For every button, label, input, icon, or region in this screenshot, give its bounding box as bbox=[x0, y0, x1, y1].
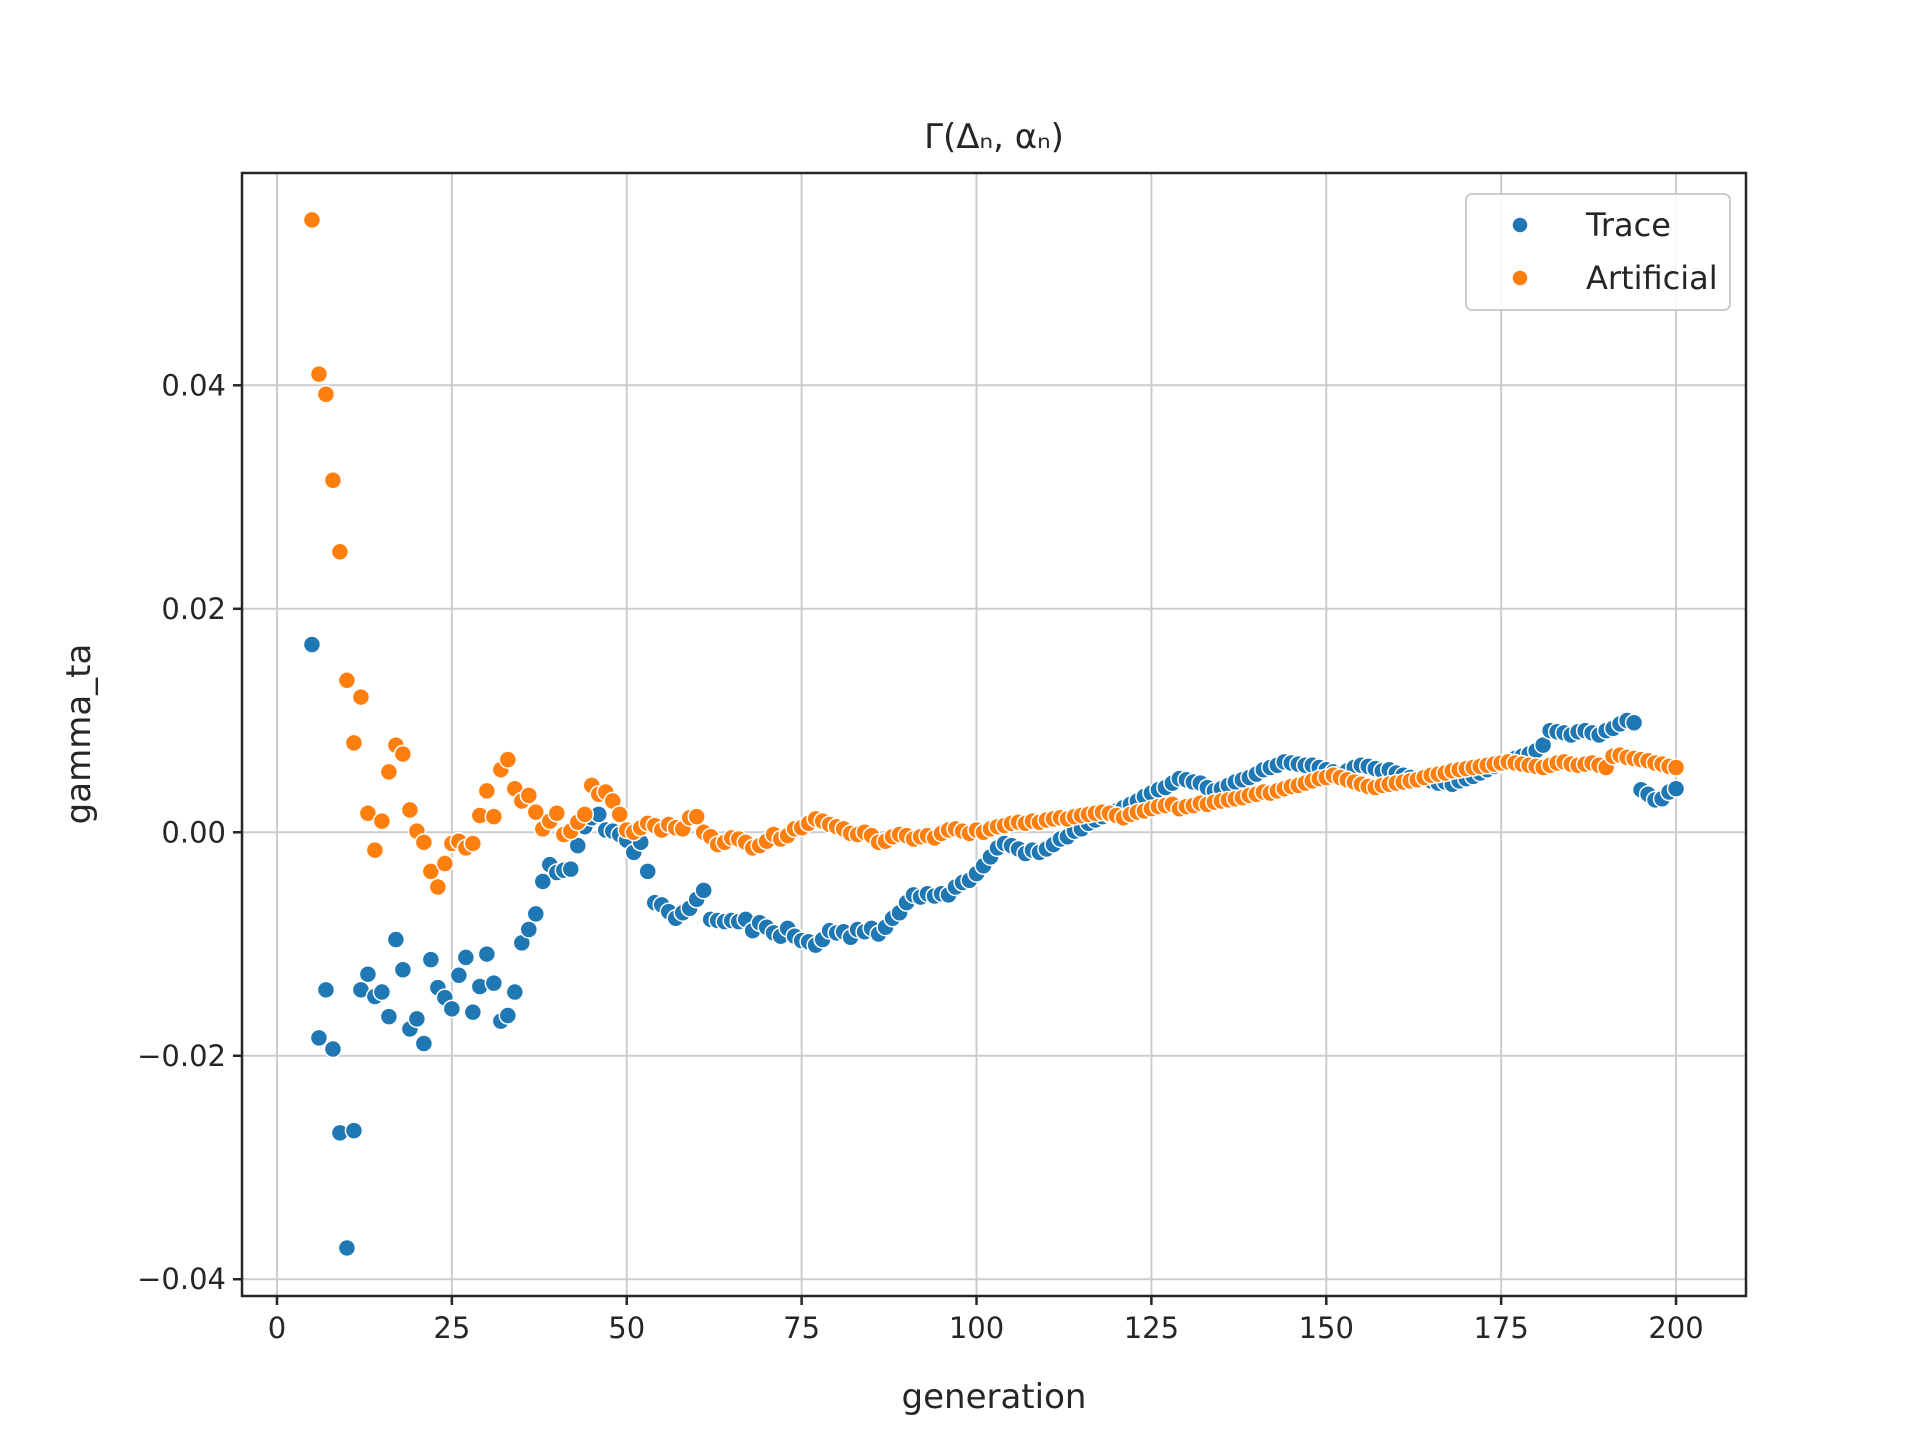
point-artificial bbox=[358, 804, 378, 823]
y-tick-label: −0.04 bbox=[137, 1262, 226, 1296]
point-trace bbox=[638, 862, 657, 881]
point-trace bbox=[302, 635, 322, 654]
point-trace bbox=[393, 960, 413, 979]
y-tick-label: 0.00 bbox=[161, 815, 226, 849]
x-tick-label: 0 bbox=[268, 1311, 286, 1345]
point-trace bbox=[456, 948, 476, 967]
point-artificial bbox=[316, 385, 336, 404]
x-tick-label: 25 bbox=[433, 1311, 470, 1345]
grid-lines bbox=[242, 173, 1746, 1296]
legend: Trace Artificial bbox=[1465, 193, 1731, 311]
chart-title: Γ(Δₙ, αₙ) bbox=[924, 117, 1064, 157]
legend-box bbox=[1465, 193, 1731, 311]
axis-ticks: 0 25 50 75 100 125 150 175 200 −0.04 −0.02 0.00 0.02… bbox=[137, 368, 1704, 1345]
x-tick-label: 175 bbox=[1473, 1311, 1528, 1345]
point-trace bbox=[694, 881, 713, 900]
point-artificial bbox=[365, 840, 385, 860]
point-artificial bbox=[400, 800, 420, 820]
point-artificial bbox=[302, 210, 322, 230]
point-trace bbox=[386, 930, 406, 949]
point-artificial bbox=[1666, 758, 1686, 777]
point-trace bbox=[316, 980, 336, 1000]
point-trace bbox=[372, 982, 392, 1002]
point-trace bbox=[414, 1034, 434, 1053]
point-trace bbox=[323, 1039, 343, 1059]
point-artificial bbox=[372, 811, 392, 831]
point-artificial bbox=[337, 671, 357, 690]
point-artificial bbox=[498, 750, 518, 769]
point-trace bbox=[442, 999, 462, 1019]
point-trace bbox=[484, 973, 504, 993]
point-artificial bbox=[428, 877, 448, 897]
plot-area-frame bbox=[240, 171, 1748, 1298]
x-tick-label: 125 bbox=[1124, 1311, 1179, 1345]
point-trace bbox=[407, 1009, 427, 1029]
point-trace bbox=[533, 872, 553, 891]
point-trace bbox=[337, 1238, 357, 1258]
point-trace bbox=[561, 859, 581, 879]
point-trace bbox=[421, 950, 441, 969]
data-points bbox=[302, 210, 1686, 1258]
point-artificial bbox=[330, 542, 350, 562]
point-artificial bbox=[519, 786, 539, 805]
point-artificial bbox=[484, 807, 504, 826]
y-tick-label: 0.02 bbox=[161, 592, 226, 626]
x-tick-label: 150 bbox=[1299, 1311, 1354, 1345]
y-tick-label: 0.04 bbox=[161, 368, 226, 402]
series-artificial bbox=[302, 210, 1686, 897]
point-trace bbox=[519, 920, 539, 939]
legend-label-artificial: Artificial bbox=[1586, 259, 1718, 297]
point-trace bbox=[477, 944, 497, 964]
point-artificial bbox=[323, 471, 343, 490]
point-artificial bbox=[379, 762, 399, 782]
point-trace bbox=[344, 1121, 364, 1140]
y-tick-label: −0.02 bbox=[137, 1039, 226, 1073]
point-trace bbox=[358, 964, 378, 984]
point-trace bbox=[309, 1028, 329, 1048]
point-artificial bbox=[547, 804, 567, 823]
point-artificial bbox=[435, 854, 455, 873]
point-artificial bbox=[351, 687, 371, 707]
x-tick-label: 75 bbox=[783, 1311, 820, 1345]
point-artificial bbox=[414, 833, 434, 852]
point-trace bbox=[463, 1002, 483, 1022]
legend-label-trace: Trace bbox=[1585, 206, 1671, 244]
point-artificial bbox=[477, 781, 497, 801]
plot-area-background bbox=[242, 173, 1746, 1296]
point-trace bbox=[1666, 779, 1686, 798]
y-axis-label: gamma_ta bbox=[59, 644, 99, 825]
point-artificial bbox=[687, 807, 706, 826]
point-trace bbox=[498, 1006, 518, 1025]
point-trace bbox=[1624, 713, 1644, 733]
point-trace bbox=[526, 904, 546, 924]
point-artificial bbox=[309, 364, 329, 384]
point-artificial bbox=[393, 744, 413, 764]
legend-marker-trace bbox=[1511, 216, 1529, 234]
point-artificial bbox=[610, 805, 629, 824]
point-trace bbox=[379, 1007, 399, 1026]
x-tick-label: 100 bbox=[949, 1311, 1004, 1345]
point-trace bbox=[449, 966, 469, 985]
point-artificial bbox=[463, 834, 483, 853]
legend-marker-artificial bbox=[1511, 269, 1529, 287]
point-trace bbox=[505, 982, 525, 1002]
point-artificial bbox=[421, 862, 441, 881]
point-artificial bbox=[344, 733, 364, 753]
x-tick-label: 200 bbox=[1648, 1311, 1703, 1345]
x-tick-label: 50 bbox=[608, 1311, 645, 1345]
point-artificial bbox=[526, 802, 546, 822]
point-artificial bbox=[575, 805, 595, 824]
x-axis-label: generation bbox=[902, 1377, 1087, 1417]
